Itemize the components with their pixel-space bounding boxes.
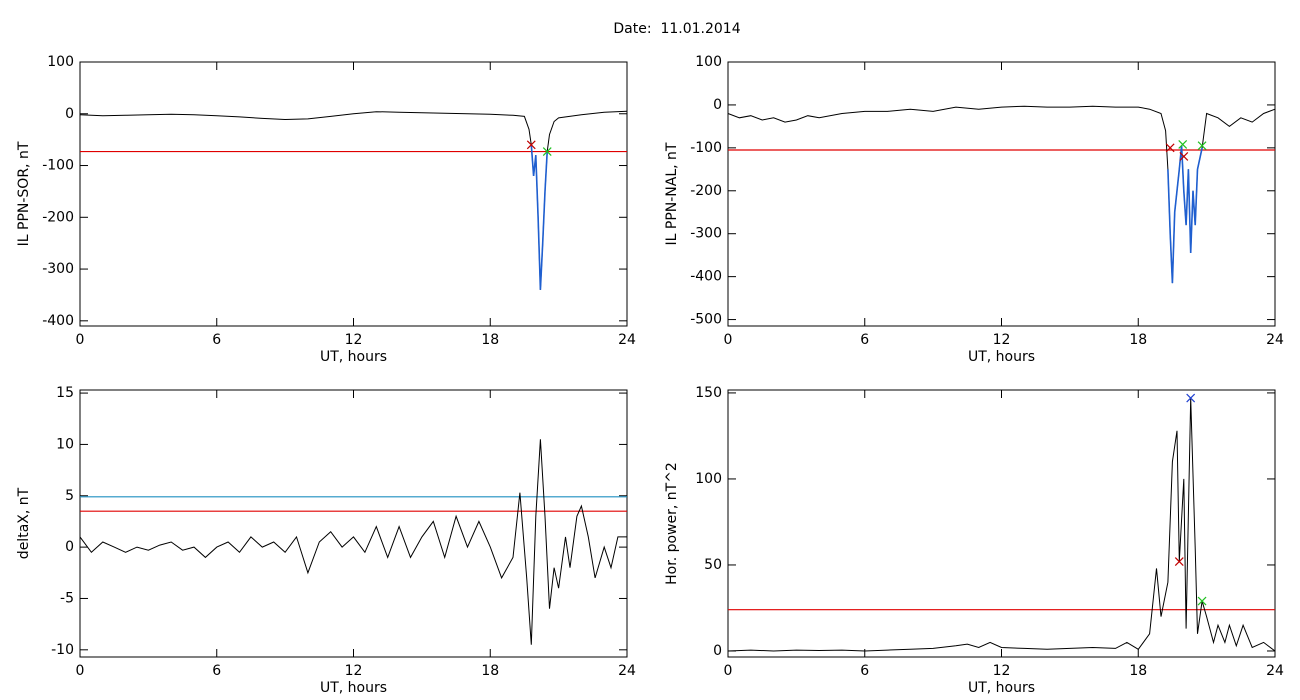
- event-marker: [1179, 152, 1189, 161]
- y-axis-label: IL PPN-SOR, nT: [16, 141, 32, 246]
- data-line: [79, 110, 628, 290]
- y-tick-label: 10: [56, 436, 74, 452]
- x-tick-label: 24: [1266, 332, 1284, 348]
- x-tick-label: 6: [212, 332, 221, 348]
- x-tick-label: 18: [481, 332, 499, 348]
- x-tick-label: 24: [618, 663, 636, 679]
- x-tick-label: 18: [1129, 332, 1147, 348]
- x-tick-label: 6: [860, 663, 869, 679]
- y-tick-label: 0: [713, 97, 722, 113]
- x-axis-label: UT, hours: [320, 680, 387, 696]
- event-marker: [1174, 557, 1184, 566]
- event-marker: [542, 147, 552, 156]
- y-tick-label: 5: [65, 488, 74, 504]
- x-tick-label: 12: [345, 663, 363, 679]
- y-tick-label: -400: [42, 313, 74, 329]
- x-tick-label: 0: [724, 332, 733, 348]
- data-line: [530, 144, 548, 290]
- x-tick-label: 6: [860, 332, 869, 348]
- x-axis-label: UT, hours: [320, 349, 387, 365]
- data-line: [79, 439, 627, 645]
- y-tick-label: -400: [690, 269, 722, 285]
- x-axis-label: UT, hours: [968, 680, 1035, 696]
- y-tick-label: 0: [65, 106, 74, 122]
- y-tick-label: 50: [704, 557, 722, 573]
- event-marker: [1186, 393, 1196, 403]
- event-marker: [526, 140, 536, 150]
- x-tick-label: 18: [1129, 663, 1147, 679]
- y-tick-label: -100: [690, 140, 722, 156]
- y-axis-label: Hor. power, nT^2: [664, 462, 680, 585]
- y-tick-label: -200: [690, 183, 722, 199]
- y-tick-label: 0: [65, 539, 74, 555]
- x-tick-label: 6: [212, 663, 221, 679]
- x-tick-label: 24: [1266, 663, 1284, 679]
- event-marker: [1165, 143, 1175, 153]
- event-marker: [1178, 139, 1188, 149]
- x-tick-label: 24: [618, 332, 636, 348]
- x-tick-label: 18: [481, 663, 499, 679]
- y-tick-label: 100: [695, 471, 722, 487]
- y-tick-label: 100: [47, 54, 74, 70]
- y-tick-label: -200: [42, 209, 74, 225]
- data-line: [1167, 145, 1203, 284]
- y-tick-label: -100: [42, 158, 74, 174]
- x-tick-label: 0: [76, 663, 85, 679]
- x-axis-label: UT, hours: [968, 349, 1035, 365]
- y-tick-label: -10: [51, 642, 74, 658]
- y-tick-label: -300: [42, 261, 74, 277]
- event-marker: [1197, 141, 1207, 151]
- y-tick-label: -5: [60, 590, 74, 606]
- y-tick-label: 150: [695, 385, 722, 401]
- y-tick-label: -300: [690, 226, 722, 242]
- y-axis-label: deltaX, nT: [16, 487, 32, 559]
- x-tick-label: 12: [345, 332, 363, 348]
- y-tick-label: 100: [695, 54, 722, 70]
- y-tick-label: -500: [690, 312, 722, 328]
- y-axis-label: IL PPN-NAL, nT: [664, 142, 680, 245]
- x-tick-label: 12: [993, 332, 1011, 348]
- figure-title: Date: 11.01.2014: [613, 21, 740, 37]
- event-marker: [1197, 596, 1207, 606]
- x-tick-label: 0: [76, 332, 85, 348]
- y-tick-label: 15: [56, 385, 74, 401]
- x-tick-label: 0: [724, 663, 733, 679]
- plot-frame: [727, 389, 1276, 658]
- y-tick-label: 0: [713, 643, 722, 659]
- x-tick-label: 12: [993, 663, 1011, 679]
- data-line: [727, 398, 1276, 652]
